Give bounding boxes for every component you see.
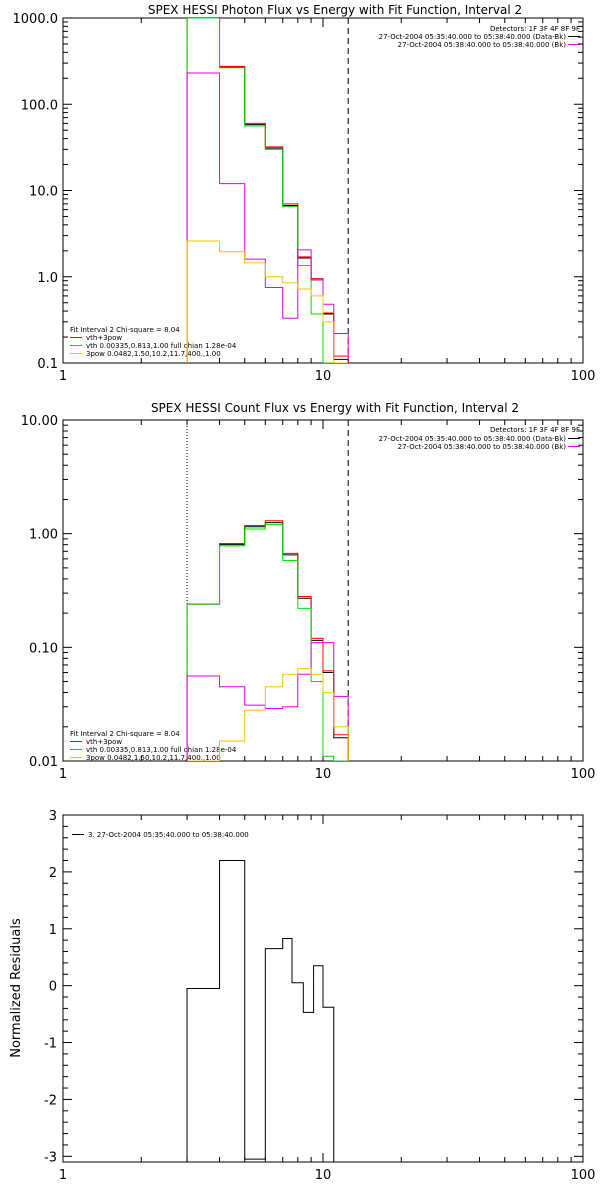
count-legend-top: 27-Oct-2004 05:35:40.000 to 05:38:40.000… [379,435,580,451]
histogram-series-4 [186,240,349,363]
legend-top-entry: 27-Oct-2004 05:38:40.000 to 05:38:40.000… [398,41,567,49]
x-tick-label: 1 [59,1168,67,1183]
y-tick-label: 0 [49,980,57,995]
histogram-series-3 [186,642,349,761]
count-detectors-text: Detectors: 1F 3F 4F 8F 9F [490,426,580,434]
legend-bottom-entry: 3pow 0.0482,1.50,10.2,11.7,400.,1.00 [86,350,221,358]
photon-fit-header: Fit Interval 2 Chi-square = 8.04 [70,326,180,334]
legend-top-entry: 27-Oct-2004 05:35:40.000 to 05:38:40.000… [379,33,567,41]
x-tick-label: 10 [315,369,332,384]
x-tick-label: 100 [571,369,596,384]
histogram-series-2 [186,18,349,363]
histogram-series-3 [186,72,349,363]
histogram-series-0 [186,860,335,1162]
series-group [186,860,335,1162]
residuals-panel: Normalized Residuals 3. 27-Oct-2004 05:3… [9,809,595,1183]
legend-bottom-entry: vth+3pow [86,334,122,342]
x-tick-label: 1 [59,767,67,782]
histogram-series-1 [186,18,349,363]
y-tick-label: 1 [49,923,57,938]
series-group [186,18,349,363]
x-tick-label: 100 [571,767,596,782]
photon-legend-bottom: Fit Interval 2 Chi-square = 8.04 vth+3po… [70,326,237,358]
histogram-series-0 [186,18,349,363]
photon-legend-top: 27-Oct-2004 05:35:40.000 to 05:38:40.000… [379,33,580,49]
x-tick-label: 10 [315,1168,332,1183]
y-tick-label: -3 [44,1150,57,1165]
histogram-series-1 [186,520,349,761]
y-tick-label: 100.0 [21,98,58,113]
y-tick-label: 1.00 [29,528,58,543]
y-tick-label: 3 [49,809,57,824]
series-group [186,520,349,761]
legend-bottom-entry: vth 0.00335,0.813,1.00 full chian 1.28e-… [86,746,237,754]
x-tick-label: 1 [59,369,67,384]
photon-flux-panel: SPEX HESSI Photon Flux vs Energy with Fi… [13,3,596,384]
y-tick-label: 0.10 [29,641,58,656]
y-tick-label: 2 [49,866,57,881]
photon-detectors-text: Detectors: 1F 3F 4F 8F 9F [490,25,580,33]
histogram-series-0 [186,522,349,761]
legend-bottom-entry: vth 0.00335,0.813,1.00 full chian 1.28e-… [86,342,237,350]
legend-bottom-entry: 3pow 0.0482,1.50,10.2,11.7,400.,1.00 [86,754,221,762]
histogram-series-2 [186,524,349,761]
legend-top-entry: 27-Oct-2004 05:35:40.000 to 05:38:40.000… [379,435,567,443]
legend-top-entry: 27-Oct-2004 05:38:40.000 to 05:38:40.000… [398,443,567,451]
x-tick-label: 100 [571,1168,596,1183]
histogram-series-4 [187,668,349,761]
residual-legend-entry: 3. 27-Oct-2004 05:35:40.000 to 05:38:40.… [88,831,249,839]
residuals-legend: 3. 27-Oct-2004 05:35:40.000 to 05:38:40.… [72,831,249,839]
photon-flux-title: SPEX HESSI Photon Flux vs Energy with Fi… [148,3,522,17]
count-flux-panel: SPEX HESSI Count Flux vs Energy with Fit… [21,401,596,782]
y-tick-label: 0.1 [37,357,58,372]
count-flux-title: SPEX HESSI Count Flux vs Energy with Fit… [151,401,519,415]
y-tick-label: 0.01 [29,755,58,770]
y-tick-label: -1 [44,1037,57,1052]
x-tick-label: 10 [315,767,332,782]
residuals-y-axis-label: Normalized Residuals [9,918,24,1058]
y-tick-label: -2 [44,1093,57,1108]
y-tick-label: 10.00 [21,414,58,429]
legend-bottom-entry: vth+3pow [86,738,122,746]
y-tick-label: 10.0 [29,185,58,200]
count-legend-bottom: Fit Interval 2 Chi-square = 8.04 vth+3po… [70,730,237,762]
y-tick-label: 1000.0 [13,12,59,27]
count-fit-header: Fit Interval 2 Chi-square = 8.04 [70,730,180,738]
y-tick-label: 1.0 [37,271,58,286]
